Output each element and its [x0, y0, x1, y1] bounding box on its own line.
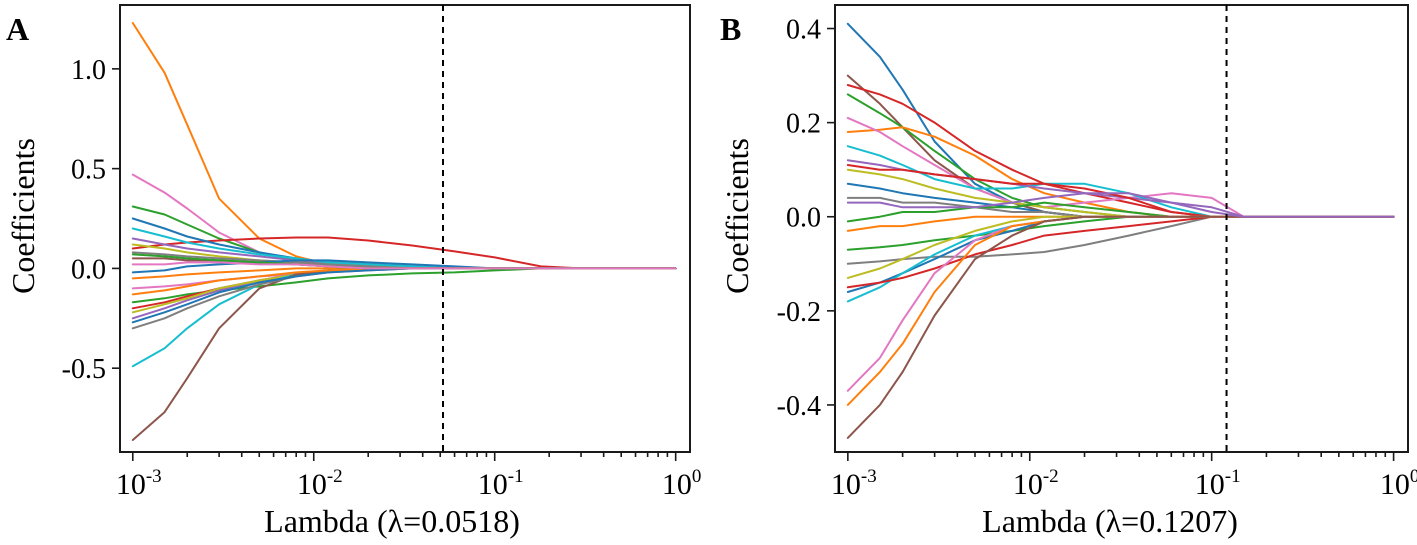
- panel-a-series-lines: [131, 22, 677, 441]
- panel-b-series-lines: [846, 22, 1395, 439]
- y-tick-label: 0.0: [786, 203, 821, 234]
- x-tick-label: 10-3: [831, 466, 877, 501]
- panel-a-label: A: [6, 11, 29, 47]
- panel-b-label: B: [720, 11, 741, 47]
- y-tick-label: -0.4: [777, 391, 821, 422]
- x-tick-label: 100: [662, 466, 702, 501]
- x-tick-label: 10-1: [478, 466, 524, 501]
- panel-a: A 1.0 0.5 0.0 -0.5 10-3 10-2 10-1 100 Coeffici…: [5, 4, 702, 539]
- x-tick-label: 10-1: [1195, 466, 1241, 501]
- panel-b: B 0.4 0.2 0.0 -0.2 -0.4 10-3 10-2 10-1 100 Coef…: [719, 4, 1417, 539]
- y-tick-label: 0.0: [71, 254, 106, 285]
- y-tick-label: 0.2: [786, 109, 821, 140]
- panel-a-x-ticks: 10-3 10-2 10-1 100: [116, 452, 702, 501]
- panel-b-x-ticks: 10-3 10-2 10-1 100: [831, 452, 1417, 501]
- series-line-a-24: [131, 261, 677, 270]
- y-tick-label: -0.2: [777, 297, 821, 328]
- series-line-b-24: [846, 192, 1395, 218]
- x-tick-label: 10-3: [116, 466, 162, 501]
- x-tick-label: 10-2: [1013, 466, 1059, 501]
- y-tick-label: -0.5: [62, 354, 106, 385]
- y-tick-label: 0.4: [786, 15, 821, 46]
- x-tick-label: 100: [1380, 466, 1417, 501]
- y-tick-label: 0.5: [71, 155, 106, 186]
- x-tick-label: 10-2: [297, 466, 343, 501]
- panel-a-y-axis-label: Coefficients: [5, 138, 41, 294]
- panel-a-x-axis-label: Lambda (λ=0.0518): [264, 503, 520, 539]
- panel-b-plot-area: [834, 4, 1409, 453]
- panel-b-x-axis-label: Lambda (λ=0.1207): [982, 503, 1238, 539]
- panel-b-y-axis-label: Coefficients: [719, 138, 755, 294]
- panel-a-y-ticks: 1.0 0.5 0.0 -0.5: [62, 55, 120, 385]
- panel-a-plot-area: [119, 4, 691, 453]
- panel-b-y-ticks: 0.4 0.2 0.0 -0.2 -0.4: [777, 15, 835, 422]
- y-tick-label: 1.0: [71, 55, 106, 86]
